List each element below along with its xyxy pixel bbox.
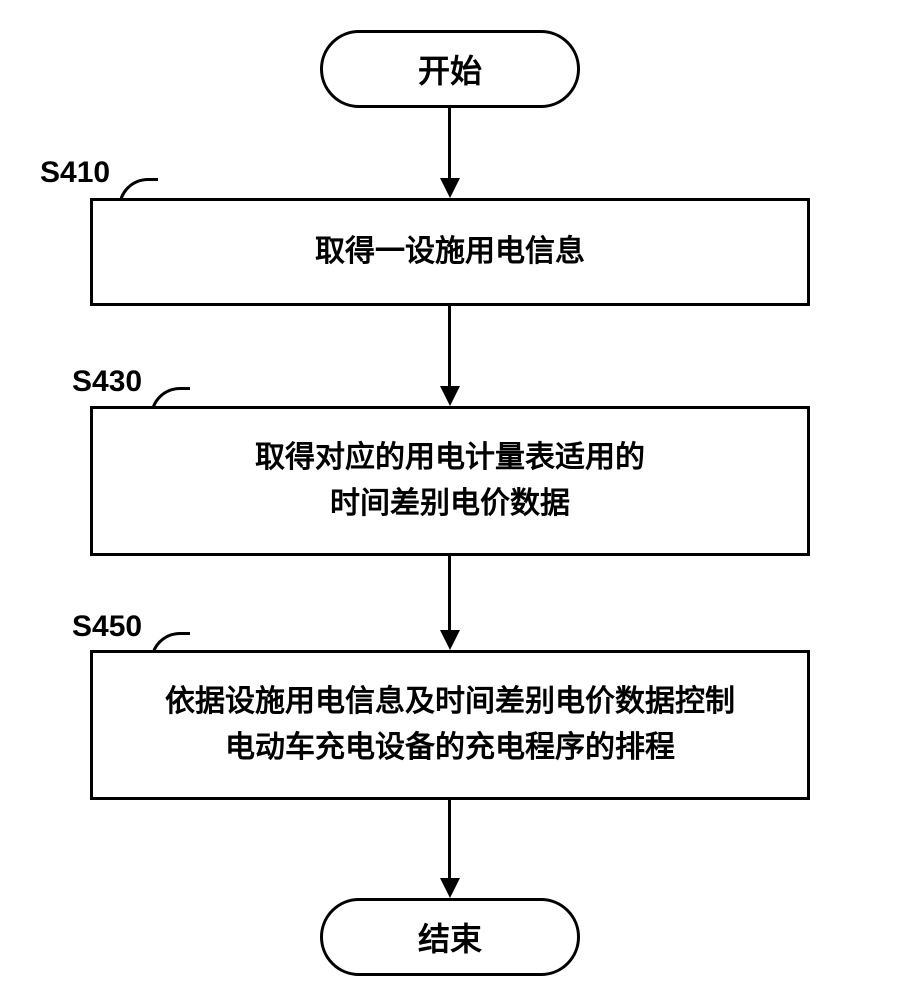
arrow-line [448, 108, 451, 178]
arrow-head [440, 386, 460, 406]
arrow-head [440, 178, 460, 198]
arrow-line [448, 800, 451, 878]
process-text: 取得对应的用电计量表适用的 时间差别电价数据 [255, 435, 645, 528]
process-text: 依据设施用电信息及时间差别电价数据控制 电动车充电设备的充电程序的排程 [165, 679, 735, 772]
process-s430: 取得对应的用电计量表适用的 时间差别电价数据 [90, 406, 810, 556]
process-s410: 取得一设施用电信息 [90, 198, 810, 306]
arrow-head [440, 630, 460, 650]
process-s450: 依据设施用电信息及时间差别电价数据控制 电动车充电设备的充电程序的排程 [90, 650, 810, 800]
end-label: 结束 [418, 914, 482, 960]
process-text: 取得一设施用电信息 [315, 229, 585, 276]
step-label-s450: S450 [72, 610, 142, 644]
start-label: 开始 [418, 46, 482, 92]
arrow-head [440, 878, 460, 898]
step-label-s410: S410 [40, 156, 110, 190]
step-label-s430: S430 [72, 365, 142, 399]
arrow-line [448, 556, 451, 630]
arrow-line [448, 306, 451, 386]
end-node: 结束 [320, 898, 580, 976]
flowchart-container: 开始 S410 取得一设施用电信息 S430 取得对应的用电计量表适用的 时间差… [90, 30, 810, 970]
start-node: 开始 [320, 30, 580, 108]
